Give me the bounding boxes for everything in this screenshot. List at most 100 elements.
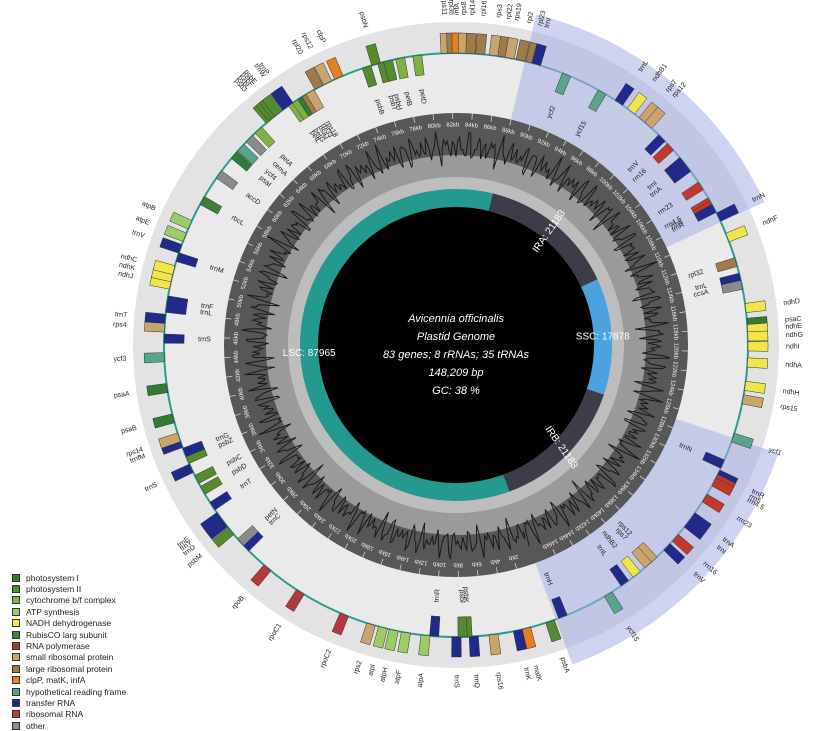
gene-label: trnS: [144, 481, 159, 493]
kb-tick-label: 82kb: [446, 122, 460, 128]
legend-swatch: [12, 608, 20, 616]
legend-swatch: [12, 665, 20, 673]
legend-item: other: [12, 720, 126, 731]
legend-label: ribosomal RNA: [26, 709, 83, 719]
gene-label: ndhF: [762, 215, 779, 227]
gene-label: matK: [532, 665, 543, 683]
gene-label: rpl2: [526, 11, 535, 24]
legend-item: hypothetical reading frame: [12, 686, 126, 697]
gene-label: ndhD: [783, 298, 800, 307]
legend-label: photosystem I: [26, 573, 79, 583]
kb-tick-label: 46kb: [233, 331, 239, 345]
gene-label: rps19: [514, 3, 524, 22]
gene-block: [144, 353, 164, 363]
gene-label: rps11: [440, 0, 448, 15]
legend-label: hypothetical reading frame: [26, 687, 126, 697]
gene-label: rpoC1: [267, 622, 283, 642]
legend-swatch: [12, 574, 20, 582]
legend-swatch: [12, 676, 20, 684]
legend-item: RubisCO larg subunit: [12, 629, 126, 640]
gene-label: rps4: [113, 321, 127, 329]
gene-label: trnQ: [472, 674, 480, 689]
gene-label: rps3: [496, 4, 505, 19]
gene-label: rps8: [461, 1, 468, 15]
gene-label: ndhE: [785, 323, 802, 331]
legend-swatch: [12, 710, 20, 718]
gene-block: [164, 334, 184, 343]
gene-label: atpI: [367, 664, 377, 677]
gene-label: ycf3: [113, 356, 126, 364]
gene-label: rpl14: [469, 0, 477, 16]
legend-swatch: [12, 631, 20, 639]
gene-label: psaB: [120, 425, 138, 436]
gene-label: ndhA: [785, 362, 802, 370]
legend-item: ribosomal RNA: [12, 709, 126, 720]
legend-item: transfer RNA: [12, 697, 126, 708]
gene-label: atpF: [394, 670, 403, 685]
gc-content: GC: 38 %: [432, 385, 480, 397]
gene-label: trnR: [434, 589, 442, 603]
gene-label: atpE: [134, 215, 150, 227]
legend-swatch: [12, 596, 20, 604]
legend-item: photosystem II: [12, 583, 126, 594]
gene-block: [469, 636, 480, 657]
genome-length: 148,209 bp: [428, 367, 483, 379]
gene-label: ndhI: [786, 343, 800, 350]
gene-label: atpA: [417, 673, 425, 688]
gene-label: rpoC2: [319, 649, 333, 669]
gene-block: [452, 637, 462, 657]
gene-block: [747, 358, 768, 369]
legend-item: small ribosomal protein: [12, 652, 126, 663]
gene-block: [466, 33, 476, 53]
legend-swatch: [12, 585, 20, 593]
gene-block: [476, 34, 487, 55]
legend-label: cytochrome b/f complex: [26, 595, 116, 605]
legend-label: small ribosomal protein: [26, 652, 113, 662]
gene-label: atpH: [379, 667, 389, 683]
legend-item: cytochrome b/f complex: [12, 595, 126, 606]
kb-tick-label: 10kb: [432, 560, 446, 567]
legend-swatch: [12, 619, 20, 627]
gene-block: [145, 312, 166, 323]
gene-label: trnS: [453, 675, 460, 688]
gene-block: [748, 342, 768, 352]
gene-label: trnT: [115, 311, 129, 319]
gene-label: rps15: [780, 403, 799, 413]
gene-label: psbN: [358, 11, 369, 29]
legend-item: large ribosomal protein: [12, 663, 126, 674]
gene-counts: 83 genes; 8 rRNAs; 35 tRNAs: [383, 349, 530, 361]
legend-item: photosystem I: [12, 572, 126, 583]
genome-subtitle: Plastid Genome: [417, 331, 495, 343]
legend-label: ATP synthesis: [26, 607, 80, 617]
gene-block: [430, 616, 440, 637]
kb-tick-label: 8kb: [453, 561, 463, 567]
legend-swatch: [12, 642, 20, 650]
gene-label: infA: [454, 3, 461, 15]
gene-label: psbI: [458, 590, 465, 603]
gene-label: rpoB: [231, 595, 246, 611]
gene-label: rps16: [495, 672, 504, 690]
gene-block: [748, 331, 768, 341]
gene-label: ndhJ: [117, 271, 133, 281]
kb-tick-label: 6kb: [471, 560, 482, 567]
gene-label: ndhH: [782, 388, 800, 397]
legend-label: transfer RNA: [26, 698, 75, 708]
lsc-label: LSC: 87965: [283, 348, 336, 359]
legend-label: clpP, matK, infA: [26, 675, 85, 685]
gene-label: psaA: [113, 390, 130, 399]
legend-item: RNA polymerase: [12, 640, 126, 651]
genome-title: Avicennia officinalis: [407, 313, 504, 325]
legend-swatch: [12, 653, 20, 661]
legend-swatch: [12, 699, 20, 707]
legend-label: RNA polymerase: [26, 641, 90, 651]
gene-label: rps2: [353, 660, 364, 675]
ssc-label: SSC: 17878: [576, 332, 630, 343]
gene-label: ndhG: [786, 332, 803, 339]
gene-label: psbA: [559, 656, 571, 674]
legend-item: NADH dehydrogenase: [12, 618, 126, 629]
gene-label: rpl16: [480, 0, 488, 16]
kb-tick-label: 118kb: [672, 324, 679, 341]
gene-label: trnS: [198, 336, 211, 343]
legend-label: RubisCO larg subunit: [26, 630, 107, 640]
